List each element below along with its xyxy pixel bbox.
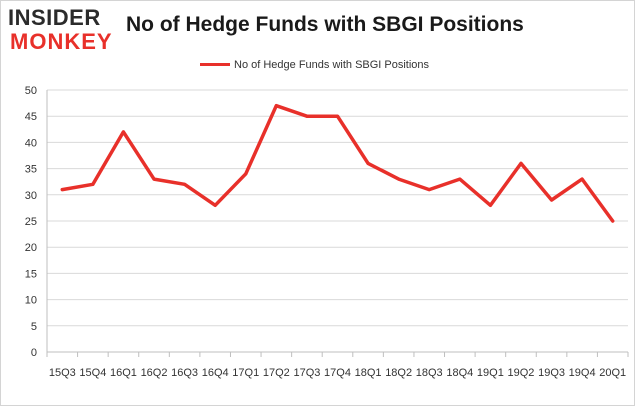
data-point bbox=[213, 203, 217, 207]
data-point bbox=[336, 114, 339, 118]
x-tick-label: 18Q2 bbox=[385, 367, 412, 379]
data-point bbox=[121, 130, 125, 134]
y-tick-label: 20 bbox=[25, 242, 37, 254]
y-tick-label: 10 bbox=[25, 295, 37, 307]
y-tick-label: 35 bbox=[25, 164, 37, 176]
x-tick-label: 16Q3 bbox=[171, 367, 198, 379]
data-point bbox=[183, 182, 187, 186]
x-tick-label: 15Q3 bbox=[49, 367, 76, 379]
data-point bbox=[274, 104, 278, 108]
x-tick-label: 19Q4 bbox=[569, 367, 596, 379]
y-tick-labels: 0 5 10 15 20 25 30 35 40 45 50 bbox=[25, 85, 37, 359]
x-tick-labels: 15Q3 15Q4 16Q1 16Q2 16Q3 16Q4 17Q1 17Q2 17Q3 17Q4… bbox=[49, 367, 626, 379]
x-tick-label: 16Q1 bbox=[110, 367, 137, 379]
x-tick-label: 18Q1 bbox=[355, 367, 382, 379]
x-tick-label: 16Q4 bbox=[202, 367, 229, 379]
series-layer bbox=[60, 103, 615, 223]
data-point bbox=[305, 114, 309, 118]
insider-monkey-logo: INSIDER MONKEY bbox=[8, 6, 120, 56]
x-tick-label: 19Q1 bbox=[477, 367, 504, 379]
data-point bbox=[397, 177, 401, 181]
chart-title: No of Hedge Funds with SBGI Positions bbox=[126, 13, 524, 36]
y-tick-label: 45 bbox=[25, 111, 37, 123]
chart-legend: No of Hedge Funds with SBGI Positions bbox=[200, 56, 429, 72]
y-tick-label: 0 bbox=[31, 347, 37, 359]
data-point bbox=[91, 182, 95, 186]
x-tick-label: 17Q4 bbox=[324, 367, 351, 379]
x-tick-label: 17Q3 bbox=[293, 367, 320, 379]
data-point bbox=[488, 203, 492, 207]
y-tick-label: 15 bbox=[25, 268, 37, 280]
y-tick-label: 30 bbox=[25, 190, 37, 202]
data-point bbox=[152, 177, 156, 181]
data-point bbox=[519, 161, 523, 165]
data-point bbox=[580, 177, 584, 181]
logo-line-1: INSIDER bbox=[8, 5, 101, 30]
y-tick-label: 25 bbox=[25, 216, 37, 228]
legend-label: No of Hedge Funds with SBGI Positions bbox=[234, 58, 430, 71]
logo-line-2: MONKEY bbox=[10, 29, 113, 54]
x-tick-label: 19Q2 bbox=[508, 367, 535, 379]
y-tick-label: 40 bbox=[25, 137, 37, 149]
gridlines bbox=[47, 89, 628, 353]
data-point bbox=[458, 177, 462, 181]
y-tick-label: 50 bbox=[25, 85, 37, 97]
x-tick-label: 15Q4 bbox=[79, 367, 106, 379]
x-tick-label: 20Q1 bbox=[599, 367, 626, 379]
x-tick-label: 18Q3 bbox=[416, 367, 443, 379]
x-tick-label: 17Q1 bbox=[232, 367, 259, 379]
series-line-0 bbox=[60, 103, 615, 223]
data-point bbox=[366, 161, 370, 165]
y-tick-label: 5 bbox=[31, 321, 37, 333]
x-tick-label: 17Q2 bbox=[263, 367, 290, 379]
x-tick-label: 18Q4 bbox=[446, 367, 473, 379]
data-point bbox=[60, 188, 64, 192]
data-point bbox=[244, 172, 248, 176]
data-point bbox=[550, 198, 554, 202]
x-tick-label: 16Q2 bbox=[141, 367, 168, 379]
legend-swatch bbox=[200, 63, 230, 67]
x-tick-label: 19Q3 bbox=[538, 367, 565, 379]
data-point bbox=[611, 219, 615, 223]
data-point bbox=[427, 188, 431, 192]
axes bbox=[46, 90, 629, 357]
